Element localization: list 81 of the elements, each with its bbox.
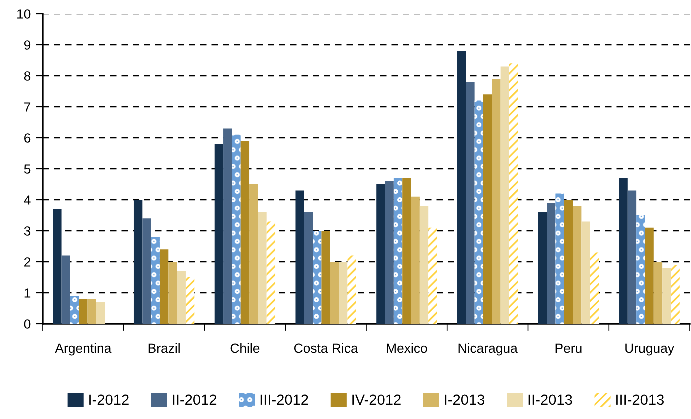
bar (547, 203, 556, 324)
y-tick-label: 9 (24, 40, 31, 50)
bar (214, 144, 224, 324)
bar (322, 231, 330, 324)
bar (385, 181, 394, 324)
bar (628, 190, 637, 324)
bar (582, 222, 590, 324)
bar (304, 212, 314, 324)
bar (96, 302, 106, 324)
bar (160, 250, 169, 324)
bar (483, 94, 492, 324)
bar (492, 79, 501, 324)
bar (411, 196, 420, 324)
bar (62, 256, 70, 324)
bar (402, 178, 412, 324)
legend-label: II-2012 (173, 394, 217, 406)
bar (509, 64, 518, 324)
bar (313, 231, 322, 324)
y-tick-label: 4 (24, 196, 31, 205)
bar (564, 200, 574, 324)
y-tick-label: 3 (24, 226, 31, 236)
y-tick-label: 7 (24, 102, 31, 112)
bar (645, 228, 654, 324)
bar (232, 134, 241, 324)
bar (186, 278, 195, 324)
bar (88, 299, 96, 324)
y-tick-label: 6 (24, 134, 31, 143)
y-tick-label: 10 (18, 10, 31, 19)
y-tick-label: 5 (24, 164, 31, 174)
bar (538, 212, 548, 324)
bar (151, 237, 160, 324)
x-tick-label: Peru (556, 344, 582, 354)
bar (474, 100, 484, 324)
bar (573, 206, 582, 324)
legend-label: I-2013 (445, 394, 485, 406)
bar (168, 262, 178, 324)
bar (330, 262, 340, 324)
bar (394, 178, 403, 324)
bar (636, 216, 646, 324)
legend-label: II-2013 (528, 394, 572, 406)
y-tick-label: 0 (24, 320, 31, 329)
bar (590, 252, 600, 324)
bar (556, 194, 564, 324)
x-tick-label: Mexico (387, 343, 428, 354)
x-tick-label: Brazil (148, 343, 180, 354)
bar (671, 265, 680, 324)
x-tick-label: Uruguay (626, 344, 674, 356)
bar (339, 262, 348, 324)
bar (266, 222, 276, 324)
y-tick-label: 2 (24, 258, 31, 267)
bar (619, 178, 628, 324)
bar (457, 51, 466, 324)
y-tick-label: 8 (24, 72, 31, 81)
bar (376, 184, 386, 324)
bar (250, 184, 258, 324)
bar (70, 296, 80, 324)
legend-label: IV-2012 (352, 394, 401, 406)
bar (662, 268, 672, 324)
y-tick-label: 1 (24, 288, 31, 298)
x-tick-label: Argentina (55, 343, 112, 356)
bar (296, 190, 304, 324)
bar (142, 218, 152, 324)
bar (53, 209, 62, 324)
bar (79, 299, 88, 324)
bar (134, 200, 143, 324)
bar (420, 206, 429, 324)
legend-label: III-2013 (616, 394, 664, 406)
x-tick-label: Nicaragua (458, 343, 518, 356)
bar (654, 262, 663, 324)
x-tick-label: Chile (230, 343, 260, 354)
bar (224, 128, 232, 324)
legend-label: I-2012 (90, 394, 129, 406)
bar (428, 228, 438, 324)
bar (258, 212, 267, 324)
bar (177, 271, 186, 324)
x-tick-label: Costa Rica (294, 343, 358, 354)
legend-label: III-2012 (260, 394, 308, 406)
bar (348, 256, 356, 324)
bar (500, 66, 510, 324)
bar (466, 82, 475, 324)
bar (240, 141, 250, 324)
